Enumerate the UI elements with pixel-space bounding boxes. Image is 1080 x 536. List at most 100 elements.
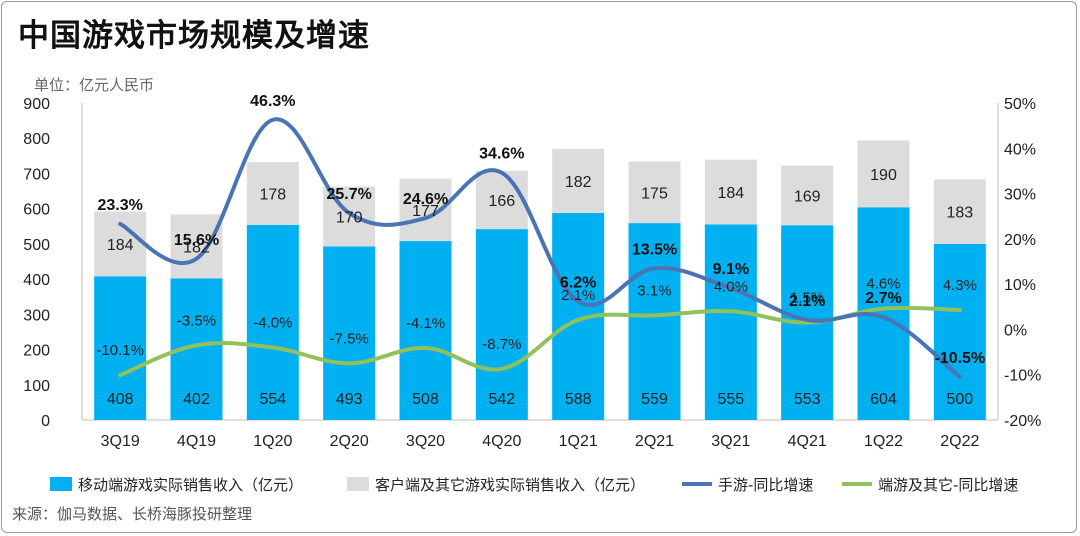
- y-left-tick-label: 300: [23, 307, 50, 324]
- y-left-tick-label: 700: [23, 166, 50, 183]
- pc-growth-label: 1.5%: [790, 290, 824, 307]
- pc-value-label: 175: [641, 185, 668, 202]
- bar-mobile: [933, 243, 986, 420]
- legend: 移动端游戏实际销售收入（亿元） 客户端及其它游戏实际销售收入（亿元） 手游-同比增速…: [50, 476, 1018, 494]
- mobile-value-label: 553: [794, 391, 821, 408]
- pc-value-label: 182: [183, 239, 210, 256]
- pc-growth-label: -7.5%: [330, 330, 369, 347]
- x-tick-label: 4Q20: [482, 433, 521, 450]
- mobile-value-label: 402: [183, 391, 210, 408]
- x-tick-label: 2Q20: [330, 433, 369, 450]
- x-tick-label: 1Q21: [559, 433, 598, 450]
- x-tick-label: 4Q19: [177, 433, 216, 450]
- y-left-tick-label: 900: [23, 96, 50, 113]
- pc-growth-label: -3.5%: [177, 312, 216, 329]
- pc-value-label: 166: [488, 193, 515, 210]
- x-tick-label: 1Q20: [253, 433, 292, 450]
- bar-mobile: [704, 224, 757, 420]
- mobile-value-label: 542: [488, 391, 515, 408]
- y-left-tick-label: 500: [23, 237, 50, 254]
- chart-title: 中国游戏市场规模及增速: [18, 18, 370, 54]
- y-left-tick-label: 600: [23, 202, 50, 219]
- y-right-tick-label: 50%: [1004, 96, 1036, 113]
- bar-pc: [552, 148, 605, 213]
- mobile-growth-label: 15.6%: [174, 232, 219, 249]
- x-tick-label: 1Q22: [864, 433, 903, 450]
- bar-pc: [781, 165, 834, 226]
- unit-label: 单位：亿元人民币: [34, 76, 155, 94]
- legend-swatch-mobile: [50, 477, 72, 491]
- pc-value-label: 178: [259, 187, 286, 204]
- bar-mobile: [628, 223, 681, 420]
- pc-value-label: 184: [107, 237, 134, 254]
- y-right-tick-label: 0%: [1004, 322, 1027, 339]
- y-right-tick-label: 20%: [1004, 232, 1036, 249]
- mobile-growth-label: -10.5%: [934, 350, 985, 367]
- data-labels: 408 184 402 182 554 178 493 170 508 177 542 166 588 1…: [96, 93, 985, 408]
- pc-value-label: 184: [717, 185, 744, 202]
- bar-mobile: [323, 246, 376, 420]
- y-left-tick-label: 200: [23, 343, 50, 360]
- bar-pc: [170, 214, 223, 279]
- bar-pc: [475, 170, 528, 230]
- x-tick-label: 2Q22: [940, 433, 979, 450]
- line-pc-growth: [118, 305, 962, 378]
- mobile-growth-label: 6.2%: [560, 274, 596, 291]
- legend-swatch-pc: [347, 477, 369, 491]
- mobile-growth-label: 9.1%: [713, 261, 749, 278]
- pc-value-label: 183: [946, 205, 973, 222]
- mobile-growth-label: 46.3%: [250, 93, 295, 110]
- bar-pc: [246, 162, 299, 225]
- legend-label-pc: 客户端及其它游戏实际销售收入（亿元）: [375, 476, 645, 494]
- pc-growth-label: 4.6%: [866, 276, 900, 293]
- x-tick-label: 3Q21: [711, 433, 750, 450]
- pc-growth-label: 4.3%: [943, 277, 977, 294]
- x-tick-label: 3Q20: [406, 433, 445, 450]
- pc-growth-label: -4.1%: [406, 315, 445, 332]
- y-right-tick-label: 30%: [1004, 187, 1036, 204]
- mobile-value-label: 588: [565, 391, 592, 408]
- mobile-growth-label: 34.6%: [479, 146, 524, 163]
- y-left-tick-label: 0: [41, 413, 50, 430]
- mobile-value-label: 604: [870, 391, 897, 408]
- y-left-tick-label: 400: [23, 272, 50, 289]
- mobile-growth-label: 25.7%: [326, 186, 371, 203]
- bar-pc: [933, 179, 986, 244]
- lines: [118, 117, 962, 379]
- pc-value-label: 182: [565, 174, 592, 191]
- mobile-value-label: 555: [717, 391, 744, 408]
- y-right-tick-label: -10%: [1004, 368, 1041, 385]
- pc-growth-label: 4.0%: [714, 278, 748, 295]
- mobile-value-label: 493: [336, 391, 363, 408]
- pc-growth-label: 3.1%: [637, 282, 671, 299]
- y-left-tick-label: 100: [23, 378, 50, 395]
- mobile-growth-label: 13.5%: [632, 241, 677, 258]
- legend-label-mobile-line: 手游-同比增速: [718, 476, 813, 494]
- legend-label-mobile: 移动端游戏实际销售收入（亿元）: [78, 476, 303, 494]
- bars: [94, 140, 986, 420]
- mobile-value-label: 559: [641, 391, 668, 408]
- mobile-value-label: 408: [107, 391, 134, 408]
- pc-growth-label: -10.1%: [96, 342, 144, 359]
- x-tick-label: 3Q19: [101, 433, 140, 450]
- y-left-tick-label: 800: [23, 131, 50, 148]
- mobile-growth-label: 2.1%: [789, 293, 825, 310]
- bar-mobile: [94, 276, 147, 420]
- bar-mobile: [246, 224, 299, 420]
- bar-mobile: [475, 229, 528, 420]
- bar-mobile: [399, 241, 452, 420]
- x-tick-label: 2Q21: [635, 433, 674, 450]
- legend-label-pc-line: 端游及其它-同比增速: [878, 476, 1018, 494]
- bar-pc: [857, 140, 910, 208]
- y-right-tick-label: -20%: [1004, 413, 1041, 430]
- source-note: 来源：伽马数据、长桥海豚投研整理: [12, 505, 253, 523]
- axes: 0 100 200 300 400 500 600 700 800 900 -20% -10% 0% 10…: [23, 96, 1041, 450]
- pc-growth-label: -4.0%: [253, 315, 292, 332]
- x-tick-label: 4Q21: [788, 433, 827, 450]
- mobile-value-label: 554: [259, 391, 286, 408]
- mobile-value-label: 508: [412, 391, 439, 408]
- line-mobile-growth: [118, 117, 962, 379]
- pc-growth-label: -8.7%: [482, 336, 521, 353]
